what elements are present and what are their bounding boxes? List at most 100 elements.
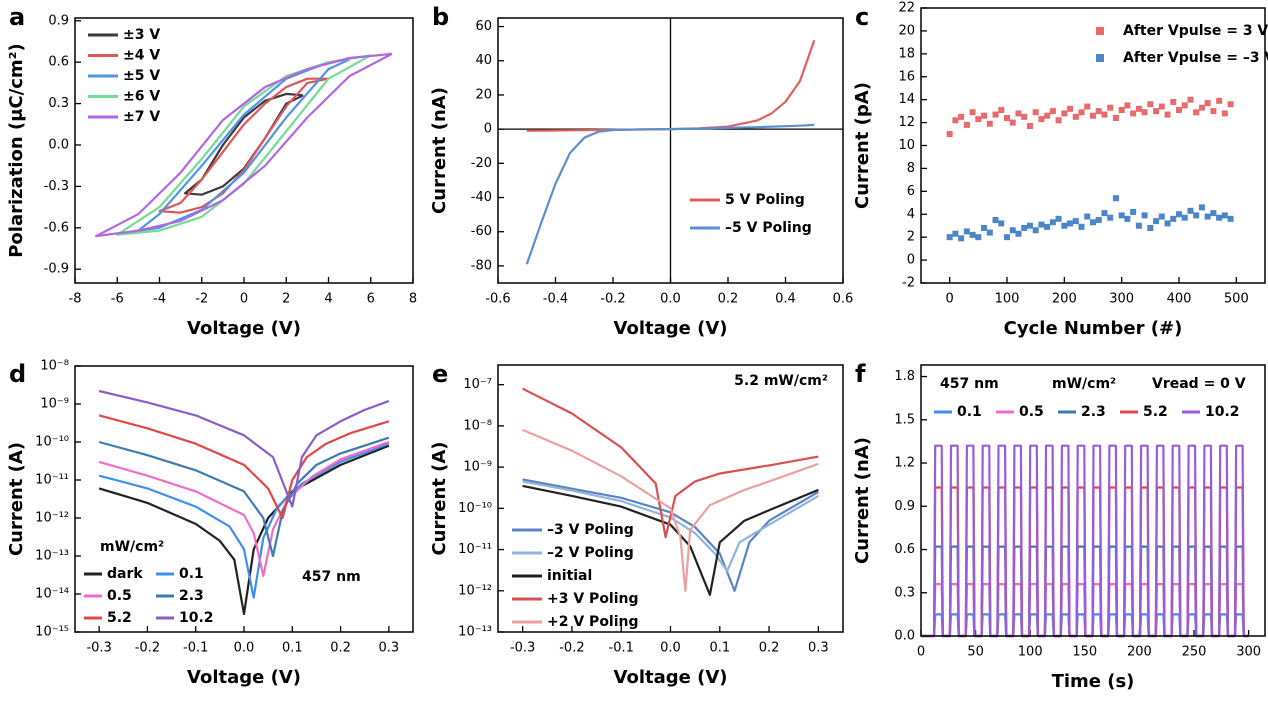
- point: [1084, 213, 1091, 220]
- y-tick-label: 10⁻¹¹: [35, 473, 69, 488]
- legend-label: ±5 V: [123, 68, 160, 84]
- x-tick-label: -0.1: [183, 641, 208, 656]
- point: [1135, 222, 1142, 229]
- legend-label: 0.5: [1019, 404, 1044, 420]
- point: [1221, 110, 1228, 117]
- point: [1193, 212, 1200, 219]
- point: [1147, 225, 1154, 231]
- point: [1095, 216, 1102, 223]
- x-tick-label: -0.1: [609, 641, 634, 656]
- point: [981, 112, 988, 119]
- plot-frame: [497, 17, 844, 284]
- plot-frame: [920, 7, 1266, 284]
- legend-label: After Vpulse = 3 V: [1123, 23, 1268, 39]
- x-axis-title: Voltage (V): [187, 318, 301, 339]
- x-tick-label: 150: [1072, 645, 1097, 660]
- point: [1004, 115, 1010, 121]
- point: [1009, 227, 1016, 234]
- point: [1090, 219, 1096, 226]
- y-tick-label: 0.9: [894, 499, 915, 514]
- y-tick-label: 0.6: [48, 55, 69, 70]
- x-tick-label: -0.2: [135, 641, 160, 656]
- legend-label: 2.3: [1081, 404, 1106, 420]
- x-axis-title: Cycle Number (#): [1004, 318, 1183, 339]
- y-tick-label: 10⁻¹²: [35, 511, 69, 526]
- point: [1118, 106, 1125, 113]
- legend-label: –2 V Poling: [547, 545, 634, 561]
- point: [958, 113, 965, 120]
- annotation: 457 nm: [302, 569, 361, 585]
- x-tick-label: 0: [917, 645, 925, 660]
- y-tick-label: 1.8: [894, 369, 915, 384]
- point: [1176, 211, 1182, 218]
- x-tick-label: 0.2: [330, 641, 351, 656]
- y-tick-label: 20: [898, 23, 915, 38]
- legend-label: ±7 V: [123, 109, 160, 125]
- point: [1095, 108, 1102, 115]
- point: [992, 111, 999, 118]
- y-tick-label: 60: [475, 19, 492, 34]
- point: [1055, 215, 1062, 222]
- point: [1198, 104, 1205, 111]
- series-line: [522, 387, 819, 539]
- series-line: [522, 428, 819, 592]
- plot-frame: [920, 364, 1266, 637]
- legend-marker: [1096, 27, 1104, 35]
- legend-label: –5 V Poling: [725, 220, 812, 236]
- x-tick-label: 0.1: [282, 641, 303, 656]
- legend-label: 10.2: [179, 610, 214, 626]
- y-tick-label: -0.9: [44, 262, 69, 277]
- point: [1038, 221, 1045, 228]
- series-line: [525, 123, 815, 265]
- y-tick-label: 20: [475, 87, 492, 102]
- point: [1112, 115, 1119, 121]
- x-tick-label: 200: [1127, 645, 1152, 660]
- x-tick-label: 0.2: [718, 292, 739, 307]
- point: [975, 116, 982, 123]
- y-axis-title: Polarization (μC/cm²): [6, 43, 27, 258]
- point: [1084, 103, 1091, 110]
- x-tick-label: 50: [967, 645, 984, 660]
- point: [1067, 220, 1074, 227]
- y-tick-label: -40: [471, 190, 492, 205]
- x-tick-label: 0.3: [379, 641, 400, 656]
- legend-label: 0.1: [957, 404, 982, 420]
- x-tick-label: 0.0: [660, 292, 681, 307]
- point: [998, 220, 1005, 227]
- legend-label: initial: [547, 568, 592, 584]
- point: [1101, 111, 1108, 118]
- y-tick-label: -60: [471, 224, 492, 239]
- y-tick-label: 1.2: [894, 456, 915, 471]
- point: [1181, 214, 1188, 221]
- point: [1187, 207, 1194, 214]
- annotation: Vread = 0 V: [1152, 376, 1246, 392]
- x-axis-title: Voltage (V): [614, 318, 728, 339]
- y-tick-label: 10⁻¹⁵: [35, 625, 69, 640]
- x-tick-label: 2: [282, 292, 290, 307]
- legend-title: mW/cm²: [100, 539, 164, 555]
- series-line: [98, 389, 390, 508]
- point: [952, 230, 959, 237]
- y-tick-label: 0.0: [48, 137, 69, 152]
- y-tick-label: 0.3: [48, 96, 69, 111]
- series-line: [522, 480, 819, 573]
- legend-label: 2.3: [179, 588, 204, 604]
- point: [1164, 220, 1171, 227]
- series-line: [98, 442, 390, 599]
- x-tick-label: 0.0: [660, 641, 681, 656]
- y-tick-label: 14: [898, 92, 915, 107]
- plot-frame: [74, 17, 414, 284]
- point: [1107, 104, 1114, 111]
- x-tick-label: 4: [324, 292, 332, 307]
- y-tick-label: 1.5: [894, 412, 915, 427]
- point: [981, 225, 988, 231]
- point: [963, 121, 970, 128]
- point: [1118, 212, 1125, 219]
- x-tick-label: 0.4: [775, 292, 796, 307]
- x-tick-label: 100: [1018, 645, 1043, 660]
- x-tick-label: 0.0: [234, 641, 255, 656]
- series-line: [98, 436, 390, 558]
- point: [1216, 97, 1223, 104]
- y-tick-label: 10⁻¹⁴: [35, 587, 69, 602]
- y-axis-title: Current (nA): [429, 87, 450, 214]
